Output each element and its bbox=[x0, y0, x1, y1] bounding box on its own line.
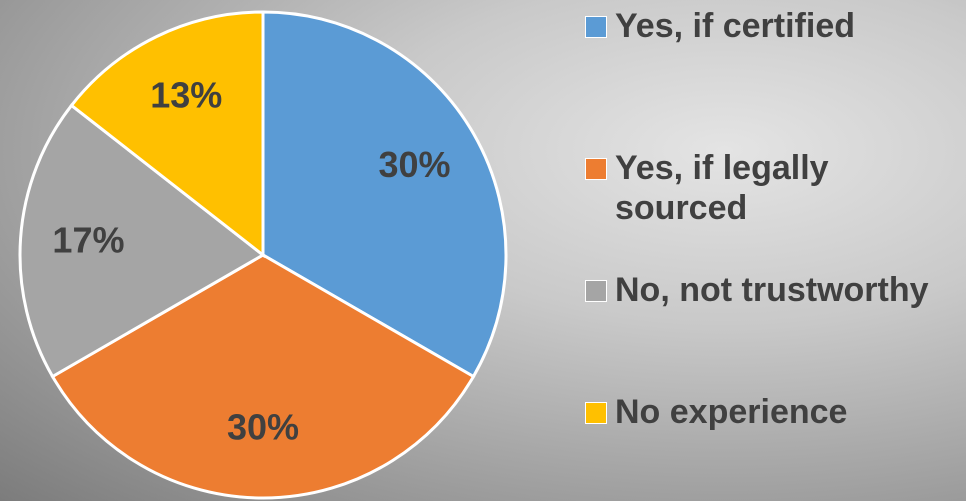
data-label: 30% bbox=[227, 406, 299, 447]
data-label: 13% bbox=[150, 74, 222, 115]
legend-swatch bbox=[585, 402, 607, 424]
pie-slice bbox=[261, 10, 508, 379]
legend-label: No experience bbox=[615, 393, 848, 431]
legend-swatch bbox=[585, 16, 607, 38]
pie-slice bbox=[69, 10, 265, 259]
pie-slice bbox=[18, 103, 266, 379]
data-label: 17% bbox=[52, 219, 124, 260]
legend-label: No, not trustworthy bbox=[615, 271, 929, 309]
legend-label: Yes, if legally sourced bbox=[615, 149, 829, 227]
legend-item: No experience bbox=[585, 392, 960, 432]
legend-swatch bbox=[585, 280, 607, 302]
pie-slice bbox=[50, 253, 476, 500]
legend-item: No, not trustworthy bbox=[585, 270, 960, 310]
legend-item: Yes, if legally sourced bbox=[585, 148, 960, 228]
data-label: 30% bbox=[378, 144, 450, 185]
legend-label: Yes, if certified bbox=[615, 7, 855, 45]
legend-swatch bbox=[585, 158, 607, 180]
legend-item: Yes, if certified bbox=[585, 6, 960, 46]
